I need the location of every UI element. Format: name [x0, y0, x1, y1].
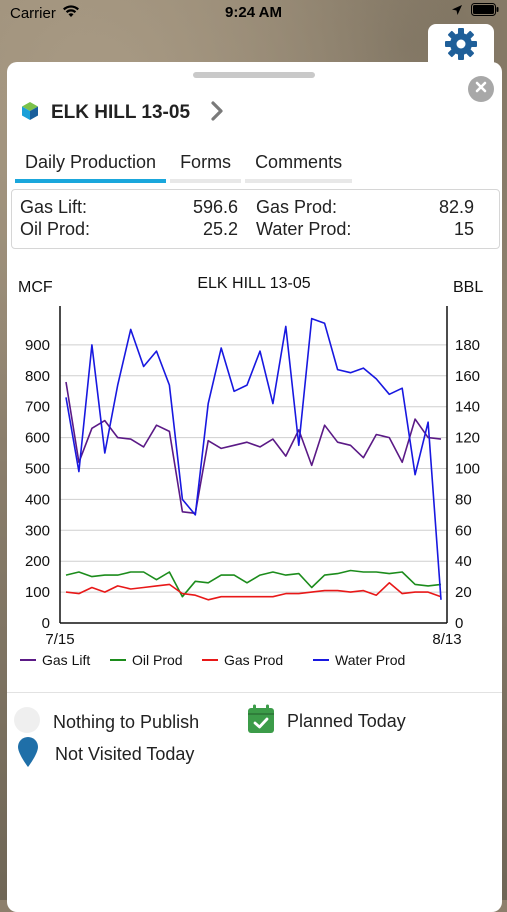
y-left-tick-label: 0 — [42, 615, 50, 632]
chevron-right-icon[interactable] — [210, 100, 224, 127]
chart-title: ELK HILL 13-05 — [197, 275, 310, 292]
not-visited-today-label: Not Visited Today — [55, 744, 195, 764]
water-prod-stat: Water Prod: 15 — [256, 219, 474, 241]
y-right-tick-label: 120 — [455, 430, 480, 447]
y-right-tick-label: 180 — [455, 337, 480, 354]
status-left: Carrier — [10, 4, 80, 22]
tab-daily-production[interactable]: Daily Production — [15, 148, 167, 183]
water-prod-label: Water Prod: — [256, 219, 352, 239]
close-icon — [475, 80, 487, 98]
y-left-tick-label: 100 — [25, 584, 50, 601]
oil-prod-label: Oil Prod: — [20, 219, 91, 239]
x-start-label: 7/15 — [45, 631, 74, 648]
y-left-tick-label: 900 — [25, 337, 50, 354]
series-line-gas-lift — [65, 381, 442, 515]
series-line-oil-prod — [65, 569, 442, 598]
production-chart[interactable]: 0 100 200 300 400 500 600 700 800 900 0 20 40 60 80 100… — [7, 267, 502, 697]
divider — [7, 692, 502, 693]
y-left-tick-label: 300 — [25, 522, 50, 539]
gear-icon — [444, 27, 478, 66]
series-line-gas-prod — [65, 581, 442, 601]
y-right-unit-label: BBL — [453, 279, 483, 296]
gas-lift-value: 596.6 — [192, 197, 238, 217]
status-time: 9:24 AM — [225, 4, 282, 21]
close-button[interactable] — [468, 76, 494, 102]
y-left-tick-label: 500 — [25, 461, 50, 478]
well-detail-panel: ELK HILL 13-05 Daily Production Forms Co… — [7, 62, 502, 912]
well-header[interactable]: ELK HILL 13-05 — [21, 98, 224, 128]
production-summary: Gas Lift: 596.6 Oil Prod: 25.2 Gas Prod:… — [11, 189, 500, 249]
y-right-tick-label: 100 — [455, 461, 480, 478]
map-pin-icon — [17, 736, 39, 773]
y-left-tick-label: 600 — [25, 430, 50, 447]
legend-label-gas-prod: Gas Prod — [224, 652, 283, 668]
legend-label-water-prod: Water Prod — [335, 652, 405, 668]
x-end-label: 8/13 — [432, 631, 461, 648]
y-left-unit-label: MCF — [18, 279, 53, 296]
y-right-tick-label: 60 — [455, 522, 472, 539]
tab-forms[interactable]: Forms — [170, 148, 242, 183]
tab-bar: Daily Production Forms Comments — [15, 148, 356, 183]
well-title: ELK HILL 13-05 — [51, 102, 191, 123]
gas-prod-stat: Gas Prod: 82.9 — [256, 197, 474, 219]
location-arrow-icon — [451, 3, 463, 20]
circle-icon — [13, 706, 41, 739]
gas-lift-label: Gas Lift: — [20, 197, 88, 217]
well-cube-icon — [21, 101, 39, 126]
y-left-tick-label: 200 — [25, 553, 50, 570]
legend-nothing-to-publish: Nothing to Publish — [13, 706, 199, 739]
calendar-check-icon — [247, 704, 275, 739]
y-left-tick-label: 800 — [25, 368, 50, 385]
y-left-tick-label: 700 — [25, 399, 50, 416]
planned-today-label: Planned Today — [287, 711, 406, 731]
tab-comments[interactable]: Comments — [245, 148, 353, 183]
y-right-tick-label: 80 — [455, 491, 472, 508]
legend-planned-today: Planned Today — [247, 704, 406, 739]
legend-label-gas-lift: Gas Lift — [42, 652, 90, 668]
gas-prod-value: 82.9 — [438, 197, 474, 217]
status-bar: Carrier 9:24 AM — [0, 0, 507, 26]
nothing-to-publish-label: Nothing to Publish — [53, 712, 200, 732]
y-right-tick-label: 40 — [455, 553, 472, 570]
water-prod-value: 15 — [453, 219, 474, 239]
wifi-icon — [62, 4, 80, 22]
y-right-tick-label: 0 — [455, 615, 463, 632]
legend-not-visited-today: Not Visited Today — [17, 736, 194, 773]
drag-handle[interactable] — [193, 72, 315, 78]
oil-prod-stat: Oil Prod: 25.2 — [20, 219, 238, 241]
gas-prod-label: Gas Prod: — [256, 197, 338, 217]
y-left-tick-label: 400 — [25, 491, 50, 508]
y-right-tick-label: 20 — [455, 584, 472, 601]
carrier-label: Carrier — [10, 4, 56, 22]
y-right-tick-label: 140 — [455, 399, 480, 416]
production-chart-svg: 0 100 200 300 400 500 600 700 800 900 0 20 40 60 80 100… — [18, 275, 483, 668]
status-right — [451, 3, 499, 20]
gas-lift-stat: Gas Lift: 596.6 — [20, 197, 238, 219]
settings-button[interactable] — [428, 24, 494, 68]
status-legend: Nothing to Publish Planned Today Not V — [7, 702, 502, 782]
oil-prod-value: 25.2 — [202, 219, 238, 239]
legend-label-oil-prod: Oil Prod — [132, 652, 183, 668]
battery-icon — [471, 3, 499, 20]
y-right-tick-label: 160 — [455, 368, 480, 385]
series-line-water-prod — [65, 317, 442, 600]
